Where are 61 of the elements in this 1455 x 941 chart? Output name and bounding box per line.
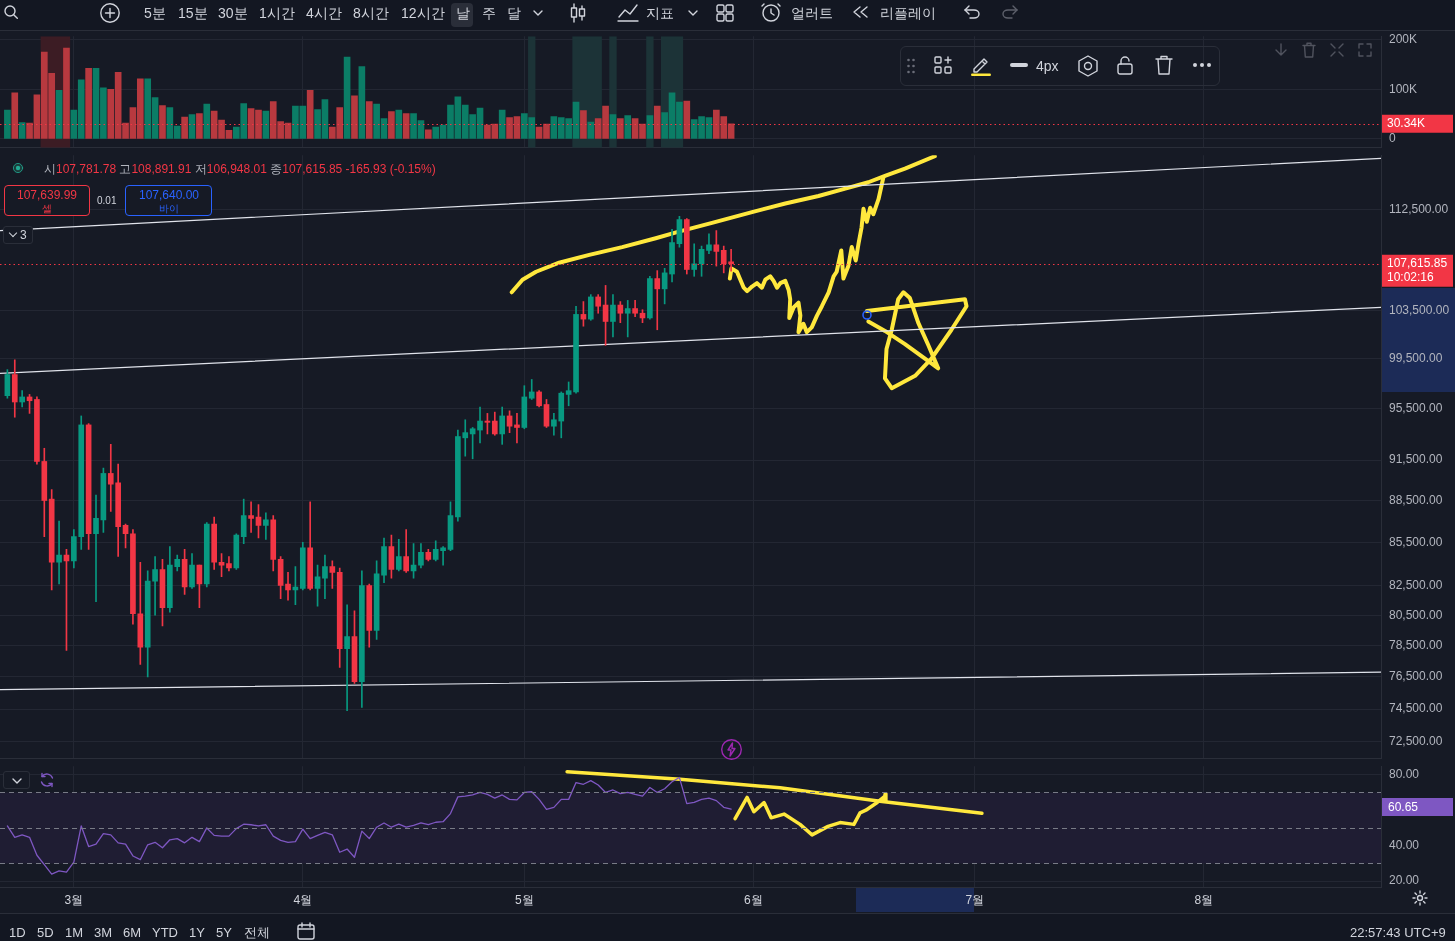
annotation: 107,639.99	[16, 187, 78, 203]
text: 얼러트	[791, 4, 833, 22]
text: 전체	[244, 925, 270, 941]
y-tick-label: 74,500.00	[1389, 701, 1443, 716]
text: 4시간	[306, 4, 342, 22]
y-tick-label: 88,500.00	[1389, 492, 1443, 507]
ref-line-label: 30.34K	[1387, 116, 1426, 131]
annotation: 3	[20, 227, 27, 243]
text: 5D	[37, 925, 54, 941]
text: 3M	[94, 925, 113, 941]
sell-price-box: 107,639.99 셀	[4, 185, 90, 216]
text: 5Y	[216, 925, 232, 941]
y-tick-label: 40.00	[1389, 837, 1420, 852]
y-tick-label: 0	[1389, 131, 1396, 146]
y-tick-label: 85,500.00	[1389, 534, 1443, 549]
y-tick-label: 76,500.00	[1389, 669, 1443, 684]
text: 30분	[218, 4, 248, 22]
text: 6M	[123, 925, 142, 941]
text: YTD	[152, 925, 178, 941]
y-tick-label: 99,500.00	[1389, 350, 1443, 365]
x-tick-label: 6월	[743, 892, 763, 907]
y-tick-label: 80.00	[1389, 767, 1420, 782]
text: 1시간	[259, 4, 295, 22]
text: 달	[507, 4, 521, 22]
y-tick-label: 78,500.00	[1389, 638, 1443, 653]
text: 60.65	[1388, 799, 1419, 815]
annotation: 시107,781.78 고108,891.91 저106,948.01 종107,615.85 -165.93 (-0.15%)	[44, 161, 436, 176]
y-tick-label: 91,500.00	[1389, 452, 1443, 467]
y-tick-label: 72,500.00	[1389, 734, 1443, 749]
y-tick-label: 200K	[1389, 31, 1418, 46]
y-tick-label: 95,500.00	[1389, 400, 1443, 415]
text: 22:57:43 UTC+9	[1350, 925, 1446, 941]
y-tick-label: 20.00	[1389, 873, 1420, 888]
x-tick-label: 5월	[514, 892, 534, 907]
y-tick-label: 100K	[1389, 81, 1418, 96]
buy-price-box: 107,640.00 바이	[125, 185, 212, 216]
text: 리플레이	[880, 4, 936, 22]
y-tick-label: 103,500.00	[1389, 303, 1450, 318]
text: 12시간	[401, 4, 445, 22]
annotation: 4px	[1036, 57, 1059, 75]
text: 날	[456, 4, 470, 22]
y-tick-label: 82,500.00	[1389, 577, 1443, 592]
x-tick-label: 3월	[64, 892, 84, 907]
text: 주	[482, 4, 496, 22]
annotation: 셀	[42, 203, 52, 215]
text: 1D	[9, 925, 26, 941]
text: 지표	[646, 4, 674, 22]
annotation: 107,640.00	[138, 187, 200, 203]
text: 8시간	[353, 4, 389, 22]
text: 15분	[178, 4, 208, 22]
x-tick-label: 4월	[293, 892, 313, 907]
text: 1Y	[189, 925, 205, 941]
annotation: 0.01	[97, 195, 117, 207]
annotation: 바이	[159, 203, 179, 215]
text: 1M	[65, 925, 84, 941]
x-tick-label: 8월	[1194, 892, 1214, 907]
y-tick-label: 112,500.00	[1389, 202, 1449, 217]
text: 5분	[144, 4, 166, 22]
y-tick-label: 80,500.00	[1389, 607, 1443, 622]
x-tick-label: 7월	[965, 892, 985, 907]
ref-line-label: 107,615.85 10:02:16	[1387, 255, 1448, 284]
